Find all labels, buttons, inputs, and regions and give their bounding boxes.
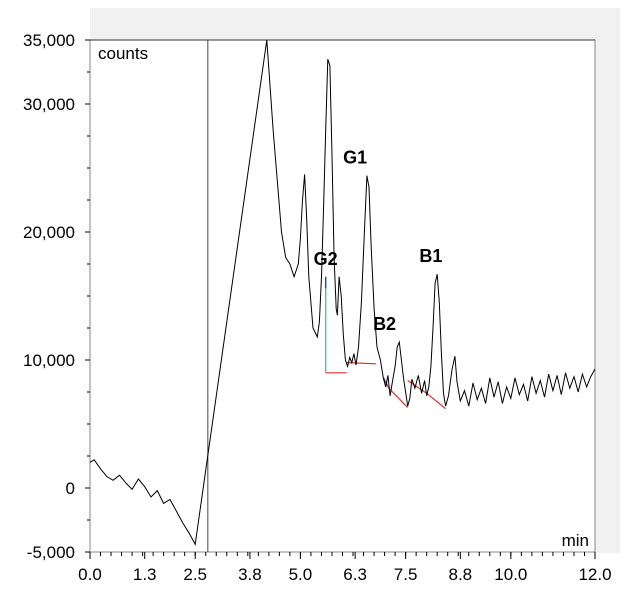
x-tick-label: 12.0: [578, 565, 611, 584]
x-tick-label: 6.3: [343, 565, 367, 584]
peak-label-g2: G2: [314, 249, 338, 269]
peak-label-b2: B2: [373, 314, 396, 334]
x-tick-label: 1.3: [133, 565, 157, 584]
y-tick-label: -5,000: [27, 543, 75, 562]
y-tick-label: 30,000: [23, 95, 75, 114]
frame-right: [595, 8, 620, 553]
x-axis-unit-label: min: [562, 531, 589, 550]
y-tick-label: 0: [66, 479, 75, 498]
x-tick-label: 7.5: [394, 565, 418, 584]
axes: [85, 39, 596, 559]
series-layer: [90, 40, 595, 546]
peak-label-b1: B1: [419, 246, 442, 266]
peak-label-g1: G1: [343, 148, 367, 168]
x-tick-label: 3.8: [238, 565, 262, 584]
frame-top: [90, 8, 595, 40]
y-axis-unit-label: counts: [98, 44, 148, 63]
x-tick-label: 2.5: [183, 565, 207, 584]
x-tick-label: 8.8: [449, 565, 473, 584]
x-tick-label: 10.0: [494, 565, 527, 584]
y-tick-label: 10,000: [23, 351, 75, 370]
y-tick-label: 20,000: [23, 223, 75, 242]
series-line-0: [90, 40, 595, 546]
x-tick-label: 5.0: [289, 565, 313, 584]
plot-area: [89, 39, 596, 553]
y-tick-label: 35,000: [23, 31, 75, 50]
x-tick-label: 0.0: [78, 565, 102, 584]
